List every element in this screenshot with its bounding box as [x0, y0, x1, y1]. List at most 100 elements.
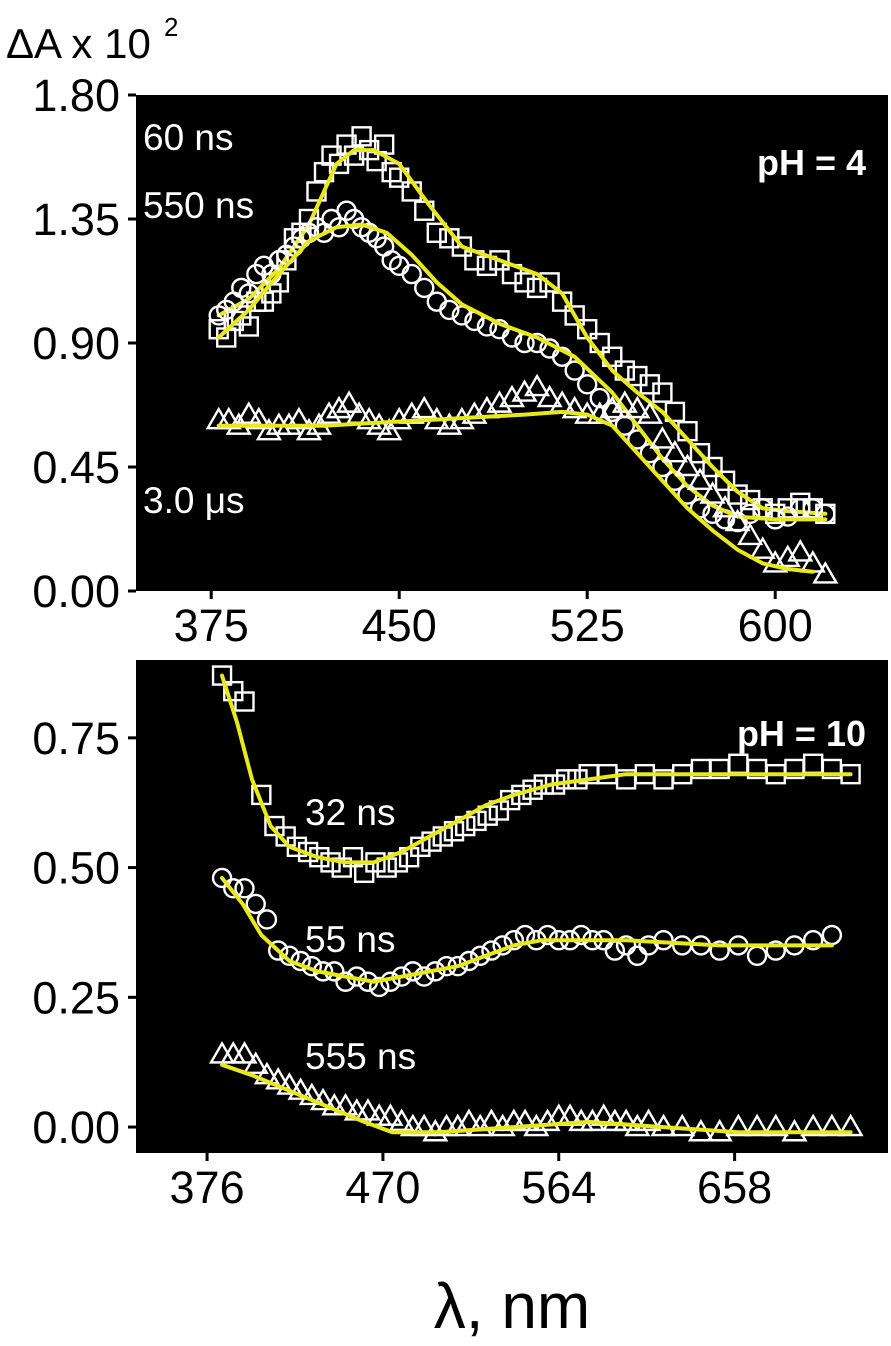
data-point-ph10-2-15 [377, 1103, 404, 1126]
series-ph4-2 [205, 373, 839, 584]
data-point-ph4-2-32 [561, 395, 588, 419]
data-point-ph4-0-35 [526, 277, 548, 299]
data-point-ph10-2-47 [800, 1113, 827, 1137]
data-point-ph4-2-15 [356, 406, 383, 430]
series-label-ph4-0: 60 ns [143, 117, 234, 158]
data-point-ph4-2-4 [245, 406, 272, 430]
data-point-ph4-2-48 [762, 550, 789, 573]
data-point-ph10-0-4 [264, 815, 285, 837]
data-point-ph4-2-52 [812, 561, 839, 584]
data-point-ph4-2-39 [649, 426, 676, 449]
data-point-ph10-1-22 [458, 950, 480, 972]
data-point-ph4-2-18 [386, 406, 413, 430]
annotation-ph4: pH = 4 [757, 142, 866, 183]
data-point-ph4-0-19 [351, 126, 372, 147]
data-point-ph10-1-26 [503, 930, 525, 951]
plot-area-ph10 [136, 660, 888, 1153]
data-point-ph10-1-29 [537, 924, 558, 946]
y-tick-label-ph4-0: 0.00 [32, 566, 120, 617]
data-point-ph10-0-11 [342, 847, 364, 868]
data-point-ph4-2-37 [624, 395, 651, 419]
data-point-ph10-2-49 [837, 1113, 864, 1137]
data-point-ph4-2-3 [235, 401, 262, 424]
data-point-ph10-1-6 [279, 945, 300, 966]
data-point-ph10-2-2 [231, 1041, 258, 1064]
series-label-ph10-2: 555 ns [305, 1036, 416, 1077]
panel-ph10: 376 470 564 658 0.00 0.25 0.50 0.75 32 ns 55 n… [32, 660, 888, 1213]
data-point-ph4-0-36 [539, 272, 560, 293]
data-point-ph4-1-57 [802, 498, 823, 519]
x-tick-label-ph4-2: 525 [550, 600, 625, 651]
data-point-ph4-2-44 [711, 494, 739, 518]
y-tick-label-ph4-3: 1.35 [32, 194, 120, 245]
x-tick-label-ph4-3: 600 [738, 600, 813, 651]
data-point-ph4-2-8 [285, 406, 313, 430]
data-point-ph10-2-7 [287, 1077, 314, 1100]
data-point-ph4-0-50 [714, 470, 736, 491]
data-point-ph10-1-2 [234, 878, 255, 899]
annotation-ph10: pH = 10 [737, 713, 866, 754]
data-point-ph4-0-49 [702, 456, 723, 478]
x-tick-label-ph10-2: 564 [521, 1162, 596, 1213]
y-ticks-ph10: 0.00 0.25 0.50 0.75 [32, 713, 136, 1153]
data-point-ph4-2-36 [611, 390, 638, 413]
data-point-ph4-0-32 [489, 250, 510, 271]
data-point-ph10-0-1 [223, 680, 244, 702]
data-point-ph4-2-5 [255, 417, 282, 441]
series-ph10-2 [208, 1041, 864, 1142]
series-label-ph10-1: 55 ns [305, 919, 396, 960]
y-axis-title: ΔA x 10 [6, 20, 151, 67]
data-point-ph4-0-4 [238, 316, 260, 337]
data-point-ph4-2-11 [315, 401, 343, 424]
series-label-ph10-0: 32 ns [305, 792, 396, 833]
x-tick-label-ph10-3: 658 [697, 1162, 772, 1213]
data-point-ph4-2-12 [325, 395, 353, 419]
fit-line-ph4-2 [216, 409, 815, 574]
data-point-ph4-1-56 [790, 498, 811, 519]
data-point-ph10-1-47 [802, 930, 824, 951]
data-point-ph4-2-38 [636, 401, 663, 424]
data-point-ph4-2-47 [749, 536, 776, 559]
data-point-ph4-2-26 [486, 390, 513, 413]
data-point-ph10-2-8 [298, 1082, 325, 1106]
data-point-ph10-2-16 [388, 1108, 415, 1132]
data-point-ph10-1-0 [211, 867, 233, 889]
data-point-ph4-0-23 [381, 161, 402, 183]
fit-line-ph10-1 [220, 876, 834, 984]
data-point-ph4-0-51 [727, 484, 748, 505]
data-point-ph4-2-34 [586, 401, 613, 424]
data-point-ph10-2-13 [354, 1098, 382, 1121]
data-point-ph4-0-45 [652, 382, 673, 403]
data-point-ph10-2-9 [309, 1087, 337, 1111]
data-point-ph4-2-22 [436, 412, 463, 435]
fit-line-ph4-0 [216, 148, 828, 516]
data-point-ph4-2-20 [411, 395, 438, 419]
data-point-ph10-2-36 [613, 1108, 640, 1132]
data-point-ph10-1-18 [413, 966, 435, 987]
y-tick-label-ph4-4: 1.80 [32, 70, 120, 121]
data-point-ph4-2-35 [599, 395, 626, 419]
data-point-ph4-0-34 [514, 272, 535, 293]
data-point-ph10-2-3 [242, 1051, 269, 1074]
marks-ph4 [205, 126, 839, 584]
data-point-ph10-1-3 [245, 893, 266, 915]
data-point-ph4-0-29 [451, 236, 473, 257]
data-point-ph4-2-30 [536, 384, 563, 408]
data-point-ph10-2-44 [743, 1113, 771, 1137]
data-point-ph4-0-38 [564, 305, 585, 326]
data-point-ph4-2-28 [511, 379, 538, 402]
data-point-ph4-2-17 [376, 417, 403, 441]
data-point-ph4-2-42 [686, 467, 714, 490]
data-point-ph4-1-39 [577, 374, 598, 395]
data-point-ph4-2-9 [295, 417, 323, 441]
data-point-ph10-1-14 [368, 976, 390, 998]
data-point-ph4-2-50 [787, 539, 814, 562]
y-tick-label-ph10-0: 0.00 [32, 1102, 120, 1153]
data-point-ph4-0-46 [664, 401, 686, 423]
data-point-ph10-1-37 [627, 945, 648, 966]
x-ticks-ph4: 375 450 525 600 [174, 591, 813, 651]
data-point-ph10-2-5 [265, 1066, 292, 1090]
y-tick-label-ph4-1: 0.45 [32, 442, 120, 493]
data-point-ph10-2-43 [725, 1113, 752, 1137]
data-point-ph10-0-2 [234, 691, 255, 712]
